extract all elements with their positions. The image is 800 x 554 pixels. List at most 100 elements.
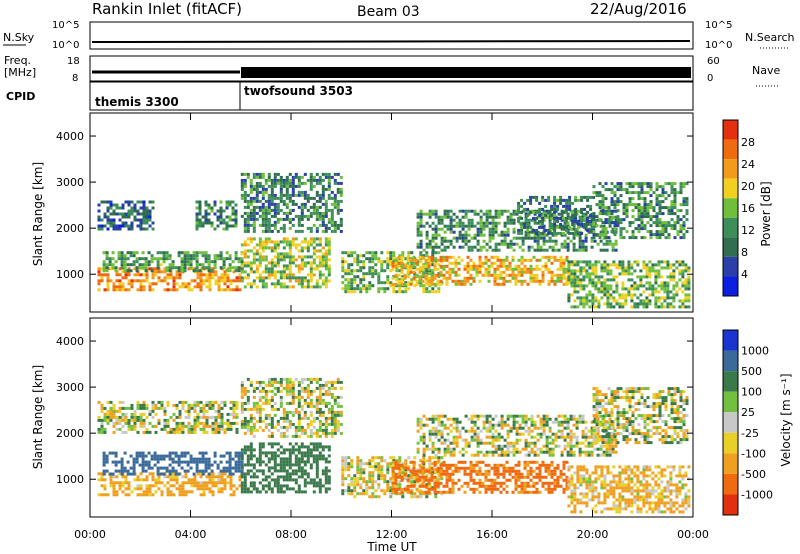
data-cell [318, 419, 322, 423]
data-cell [440, 221, 444, 225]
data-cell [255, 428, 259, 432]
data-cell [303, 472, 307, 476]
data-cell [527, 236, 531, 240]
data-cell [512, 236, 516, 240]
data-cell [124, 200, 128, 204]
data-cell [602, 248, 606, 252]
data-cell [687, 266, 691, 270]
data-cell [590, 230, 594, 234]
data-cell [446, 215, 450, 219]
data-cell [150, 269, 154, 273]
data-cell [529, 201, 533, 205]
data-cell [243, 196, 247, 200]
data-cell [285, 478, 289, 482]
data-cell [228, 472, 232, 476]
data-cell [374, 272, 378, 276]
data-cell [121, 490, 125, 494]
data-cell [427, 258, 431, 262]
data-cell [214, 282, 218, 286]
data-cell [240, 419, 244, 423]
data-cell [318, 270, 322, 274]
data-cell [258, 469, 262, 473]
data-cell [605, 242, 609, 246]
data-cell [676, 233, 680, 237]
data-cell [243, 448, 247, 452]
data-cell [312, 285, 316, 289]
data-cell [282, 425, 286, 429]
data-cell [315, 217, 319, 221]
data-cell [586, 198, 590, 202]
data-cell [261, 214, 265, 218]
data-cell [451, 270, 455, 274]
data-cell [406, 261, 410, 265]
data-cell [341, 474, 345, 478]
data-cell [565, 207, 569, 211]
data-cell [174, 454, 178, 458]
data-cell [258, 389, 262, 393]
data-cell [582, 296, 586, 300]
data-cell [344, 272, 348, 276]
data-cell [178, 493, 182, 497]
data-cell [673, 227, 677, 231]
data-cell [214, 427, 218, 431]
data-cell [521, 242, 525, 246]
data-cell [267, 276, 271, 280]
data-cell [484, 267, 488, 271]
data-cell [318, 410, 322, 414]
data-cell [601, 212, 605, 216]
data-cell [509, 221, 513, 225]
data-cell [681, 269, 685, 273]
data-cell [470, 218, 474, 222]
data-cell [315, 469, 319, 473]
data-cell [594, 260, 598, 264]
data-cell [318, 205, 322, 209]
data-cell [103, 430, 107, 434]
data-cell [306, 460, 310, 464]
data-cell [234, 266, 238, 270]
data-cell [391, 276, 395, 280]
data-cell [238, 273, 242, 277]
data-cell [579, 278, 583, 282]
data-cell [446, 227, 450, 231]
data-cell [270, 416, 274, 420]
data-cell [324, 229, 328, 233]
data-cell [646, 212, 650, 216]
data-cell [156, 472, 160, 476]
data-cell [553, 213, 557, 217]
data-cell [365, 489, 369, 493]
data-cell [568, 216, 572, 220]
data-cell [285, 392, 289, 396]
data-cell [100, 273, 104, 277]
data-cell [333, 410, 337, 414]
data-cell [403, 273, 407, 277]
data-cell [225, 200, 229, 204]
freq-strip: Freq. [MHz] 18 8 60 0 Nave [4, 54, 780, 87]
data-cell [669, 275, 673, 279]
data-cell [425, 287, 429, 291]
data-cell [184, 285, 188, 289]
data-cell [288, 199, 292, 203]
data-cell [270, 407, 274, 411]
data-cell [467, 248, 471, 252]
data-cell [246, 214, 250, 218]
data-cell [594, 275, 598, 279]
data-cell [151, 282, 155, 286]
data-cell [570, 263, 574, 267]
data-cell [216, 463, 220, 467]
data-cell [327, 226, 331, 230]
data-cell [672, 296, 676, 300]
data-cell [433, 282, 437, 286]
data-cell [97, 415, 101, 419]
data-cell [655, 233, 659, 237]
data-cell [139, 412, 143, 416]
data-cell [535, 231, 539, 235]
data-cell [121, 285, 125, 289]
data-cell [151, 472, 155, 476]
data-cell [661, 230, 665, 234]
data-cell [315, 457, 319, 461]
data-cell [448, 273, 452, 277]
data-cell [419, 266, 423, 270]
data-cell [102, 260, 106, 264]
data-cell [640, 209, 644, 213]
data-cell [315, 229, 319, 233]
